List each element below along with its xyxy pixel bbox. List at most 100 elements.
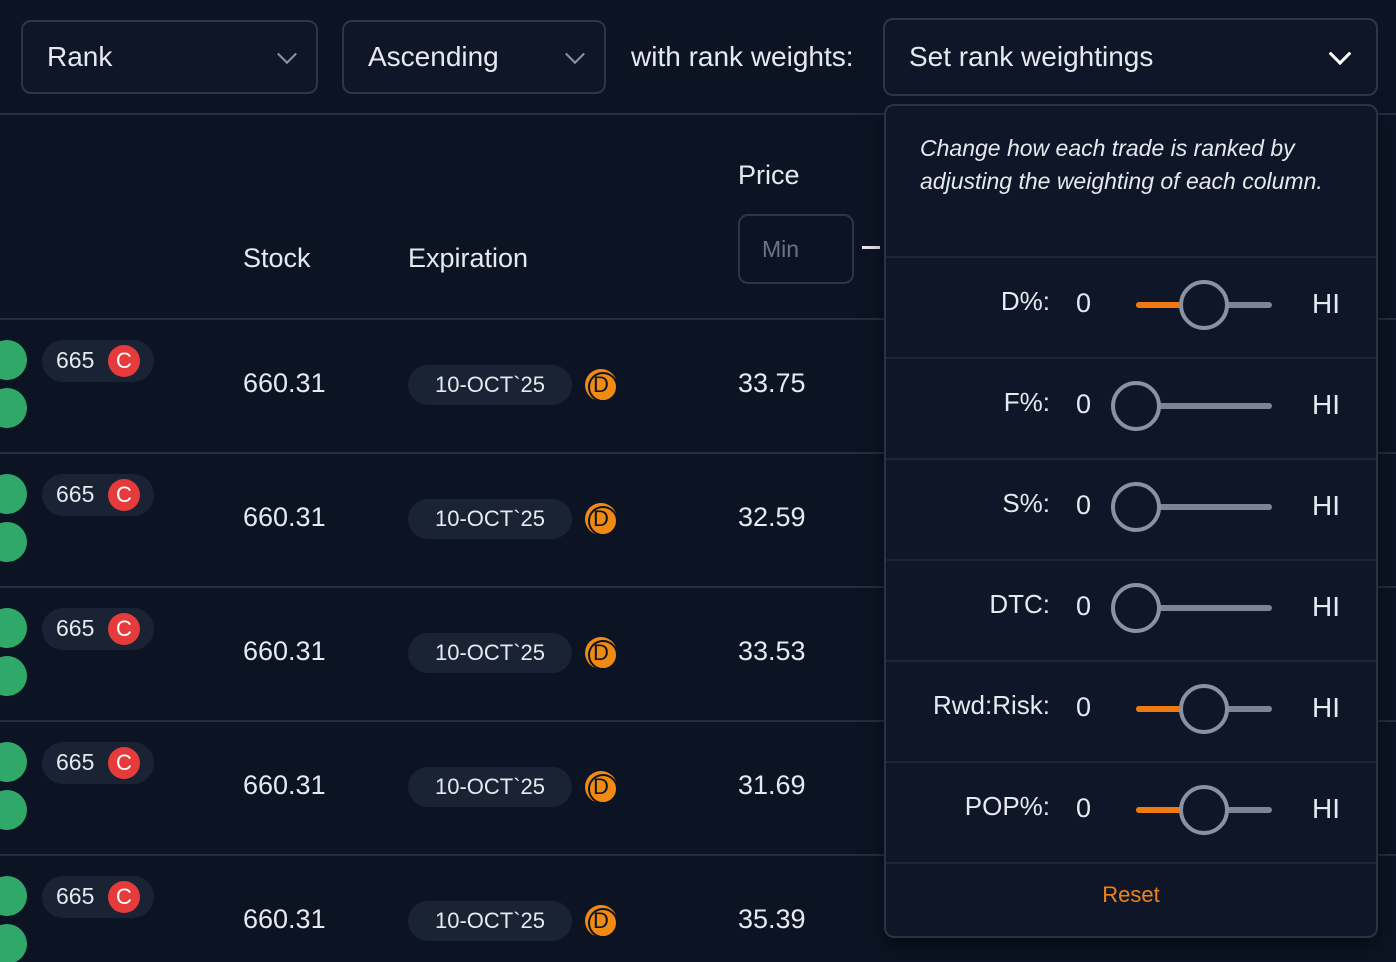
panel-description: Change how each trade is ranked by adjus… — [920, 135, 1323, 194]
table-row[interactable]: 665 C 660.31 10-OCT`25 D 31.69 — [0, 720, 1396, 854]
toolbar-divider — [0, 113, 1396, 115]
sort-order-select[interactable]: Ascending — [342, 20, 606, 94]
weight-min-label: 0 — [1076, 692, 1092, 722]
slider-thumb[interactable] — [1111, 482, 1161, 532]
daily-expiration-badge: D — [585, 771, 618, 804]
weight-max-label: HI — [1312, 692, 1340, 723]
option-price: 32.59 — [738, 502, 806, 532]
weight-slider[interactable] — [1136, 785, 1272, 835]
row-divider — [0, 586, 1396, 588]
weight-label: DTC: — [989, 589, 1050, 619]
weight-slider[interactable] — [1111, 381, 1272, 431]
weight-row: Rwd:Risk: 0 HI — [886, 660, 1376, 760]
option-price: 33.53 — [738, 636, 806, 666]
row-divider — [0, 720, 1396, 722]
stock-price: 660.31 — [243, 770, 326, 800]
option-price: 35.39 — [738, 904, 806, 934]
slider-thumb[interactable] — [1179, 280, 1229, 330]
call-badge: C — [108, 345, 140, 377]
weight-min-label: 0 — [1076, 793, 1092, 823]
green-indicator-icon — [0, 340, 27, 380]
stock-price: 660.31 — [243, 636, 326, 666]
weight-max-label: HI — [1312, 793, 1340, 824]
option-price: 33.75 — [738, 368, 806, 398]
chevron-down-icon — [565, 44, 585, 65]
panel-divider — [886, 761, 1376, 763]
weight-slider[interactable] — [1111, 583, 1272, 633]
daily-badge-letter: D — [593, 506, 609, 531]
weight-slider[interactable] — [1136, 684, 1272, 734]
green-indicator-icon — [0, 876, 27, 916]
rank-weights-value: Set rank weightings — [909, 41, 1154, 72]
slider-fill — [1136, 302, 1204, 308]
strike-value: 665 — [56, 615, 95, 641]
range-dash — [862, 246, 880, 249]
weight-max-label: HI — [1312, 591, 1340, 622]
rank-weights-label: with rank weights: — [631, 41, 854, 72]
expiration-chip: 10-OCT`25 — [408, 901, 572, 941]
panel-divider — [886, 357, 1376, 359]
table-row[interactable]: 665 C 660.31 10-OCT`25 D 33.75 — [0, 318, 1396, 452]
weight-min-label: 0 — [1076, 591, 1092, 621]
strike-chip: 665 C — [42, 474, 154, 516]
strike-value: 665 — [56, 481, 95, 507]
sort-field-select[interactable]: Rank — [21, 20, 318, 94]
daily-expiration-badge: D — [585, 637, 618, 670]
column-header-price[interactable]: Price — [738, 160, 800, 190]
panel-divider — [886, 256, 1376, 258]
panel-divider — [886, 458, 1376, 460]
rank-weights-select[interactable]: Set rank weightings — [883, 18, 1378, 96]
green-indicator-icon — [0, 924, 27, 962]
call-badge: C — [108, 747, 140, 779]
slider-thumb[interactable] — [1179, 785, 1229, 835]
weight-min-label: 0 — [1076, 490, 1092, 520]
daily-badge-letter: D — [593, 908, 609, 933]
weight-row: F%: 0 HI — [886, 357, 1376, 457]
table-row[interactable]: 665 C 660.31 10-OCT`25 D 32.59 — [0, 452, 1396, 586]
green-indicator-icon — [0, 474, 27, 514]
slider-thumb[interactable] — [1111, 583, 1161, 633]
daily-expiration-badge: D — [585, 503, 618, 536]
weight-max-label: HI — [1312, 389, 1340, 420]
expiration-chip: 10-OCT`25 — [408, 499, 572, 539]
slider-thumb[interactable] — [1111, 381, 1161, 431]
price-min-input[interactable] — [738, 214, 854, 284]
row-divider — [0, 452, 1396, 454]
strike-chip: 665 C — [42, 742, 154, 784]
expiration-chip: 10-OCT`25 — [408, 767, 572, 807]
green-indicator-icon — [0, 388, 27, 428]
expiration-chip: 10-OCT`25 — [408, 365, 572, 405]
green-indicator-icon — [0, 656, 27, 696]
column-header-stock[interactable]: Stock — [243, 243, 311, 273]
call-badge: C — [108, 881, 140, 913]
green-indicator-icon — [0, 608, 27, 648]
weight-row: D%: 0 HI — [886, 256, 1376, 356]
weight-label: S%: — [1002, 488, 1050, 518]
daily-expiration-badge: D — [585, 369, 618, 402]
weight-row: DTC: 0 HI — [886, 559, 1376, 659]
table-row[interactable]: 665 C 660.31 10-OCT`25 D 33.53 — [0, 586, 1396, 720]
sort-order-value: Ascending — [368, 41, 499, 72]
stock-price: 660.31 — [243, 904, 326, 934]
column-header-expiration[interactable]: Expiration — [408, 243, 529, 273]
stock-price: 660.31 — [243, 368, 326, 398]
weight-label: D%: — [1000, 286, 1050, 316]
slider-thumb[interactable] — [1179, 684, 1229, 734]
weight-slider[interactable] — [1111, 482, 1272, 532]
call-badge: C — [108, 613, 140, 645]
table-row[interactable]: 665 C 660.31 10-OCT`25 D 35.39 — [0, 854, 1396, 962]
panel-divider — [886, 862, 1376, 864]
slider-fill — [1136, 706, 1204, 712]
weight-row: POP%: 0 HI — [886, 761, 1376, 861]
reset-button[interactable]: Reset — [1102, 882, 1160, 907]
panel-divider — [886, 660, 1376, 662]
weight-min-label: 0 — [1076, 389, 1092, 419]
chevron-down-icon — [277, 44, 297, 65]
weight-label: POP%: — [964, 791, 1050, 821]
weight-max-label: HI — [1312, 288, 1340, 319]
green-indicator-icon — [0, 790, 27, 830]
weight-min-label: 0 — [1076, 288, 1092, 318]
rank-weights-panel: Change how each trade is ranked by adjus… — [884, 104, 1378, 938]
option-price: 31.69 — [738, 770, 806, 800]
weight-slider[interactable] — [1136, 280, 1272, 330]
